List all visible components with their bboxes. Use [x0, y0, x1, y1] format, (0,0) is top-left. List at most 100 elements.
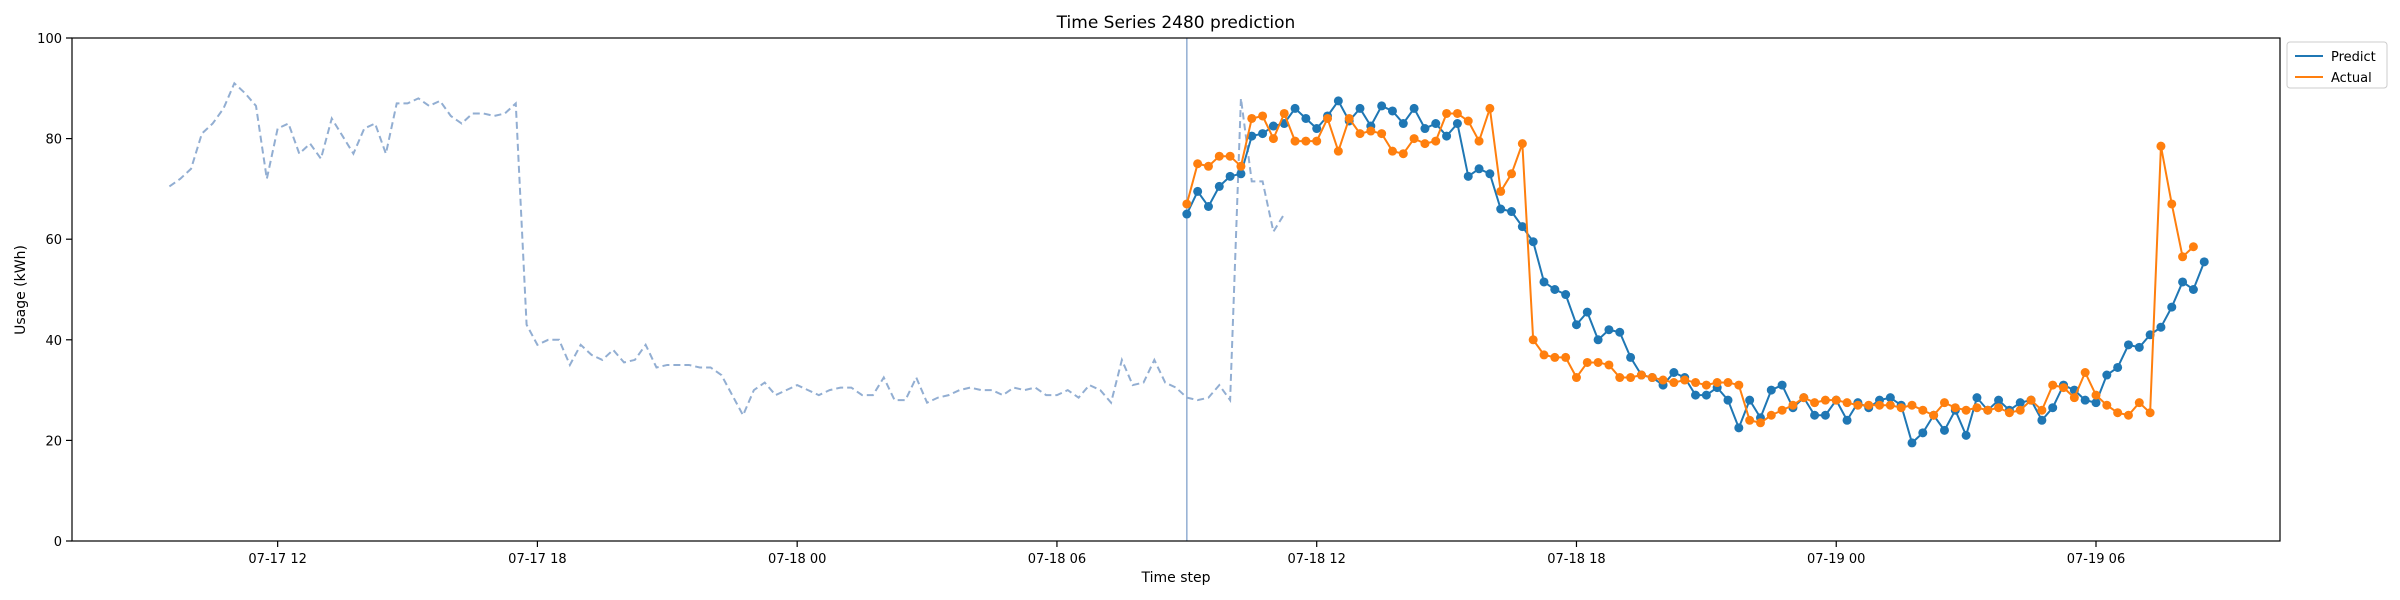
actual-data-point: [1734, 380, 1744, 390]
actual-data-point: [1842, 398, 1852, 408]
actual-data-point: [1712, 378, 1722, 388]
x-tick-label: 07-18 12: [1287, 552, 1345, 567]
actual-data-point: [1420, 139, 1430, 149]
actual-data-point: [2026, 395, 2036, 405]
actual-data-point: [1301, 136, 1311, 146]
actual-data-point: [1615, 373, 1625, 383]
predict-data-point: [1842, 415, 1852, 425]
predict-data-point: [2188, 285, 2198, 294]
actual-data-point: [1247, 113, 1257, 123]
actual-data-point: [1701, 380, 1711, 390]
actual-data-point: [1442, 108, 1452, 118]
predict-data-point: [1182, 209, 1192, 219]
actual-data-point: [1593, 357, 1603, 367]
actual-data-point: [1517, 139, 1527, 149]
predict-data-point: [1582, 307, 1592, 317]
actual-data-point: [1507, 169, 1517, 179]
actual-data-point: [2037, 405, 2047, 415]
actual-data-point: [1377, 129, 1387, 139]
predict-data-point: [2091, 398, 2101, 408]
predict-data-point: [1214, 181, 1224, 191]
predict-data-point: [1301, 113, 1311, 123]
actual-data-point: [1907, 400, 1917, 410]
actual-data-point: [2113, 408, 2123, 418]
actual-data-point: [1831, 395, 1841, 405]
predict-data-point: [2123, 340, 2133, 350]
x-tick-label: 07-18 06: [1028, 552, 1086, 567]
plot-frame: [71, 37, 2281, 542]
x-tick-label: 07-19 00: [1807, 552, 1865, 567]
predict-data-point: [1701, 390, 1711, 400]
y-tick-label: 20: [45, 434, 62, 449]
predict-data-point: [1820, 410, 1830, 420]
actual-data-point: [2069, 393, 2079, 403]
predict-data-point: [1777, 380, 1787, 390]
chart-title: Time Series 2480 prediction: [1056, 13, 1296, 33]
actual-data-point: [1409, 134, 1419, 144]
predict-data-point: [2080, 395, 2090, 405]
actual-data-point: [2015, 405, 2025, 415]
actual-data-point: [1875, 400, 1885, 410]
actual-data-point: [1961, 405, 1971, 415]
predict-data-point: [1312, 124, 1322, 134]
x-tick-label: 07-18 00: [768, 552, 826, 567]
actual-data-point: [2178, 252, 2188, 262]
axes: 0 20 40 60 80 100 07-17 12 07-17 18 07-18 00 07-1…: [37, 32, 2281, 567]
actual-data-point: [1539, 350, 1549, 360]
actual-data-point: [2091, 390, 2101, 400]
actual-data-point: [1994, 403, 2004, 413]
actual-data-point: [1290, 136, 1300, 146]
predict-data-point: [1431, 119, 1441, 129]
predict-data-point: [1550, 285, 1560, 294]
predict-data-point: [1485, 169, 1495, 179]
actual-data-point: [1939, 398, 1949, 408]
actual-data-point: [1723, 378, 1733, 388]
actual-data-point: [2059, 383, 2069, 393]
predict-data-point: [1268, 121, 1278, 131]
y-axis-label: Usage (kWh): [13, 245, 29, 335]
actual-data-point: [2145, 408, 2155, 418]
actual-data-point: [1312, 136, 1322, 146]
actual-data-point: [1528, 335, 1538, 345]
predict-data-point: [1593, 335, 1603, 345]
predict-data-point: [1236, 169, 1246, 179]
actual-data-point: [1398, 149, 1408, 159]
predict-data-point: [1528, 237, 1538, 247]
actual-data-point: [1691, 378, 1701, 388]
actual-data-point: [1918, 405, 1928, 415]
predict-data-point: [2199, 257, 2209, 267]
predict-data-point: [2102, 370, 2112, 380]
predict-data-point: [1517, 222, 1527, 232]
actual-data-point: [1323, 113, 1333, 123]
actual-series-line: [1185, 108, 2195, 424]
predict-data-point: [2167, 302, 2177, 312]
plot-area: [168, 38, 2209, 541]
predict-data-point: [2015, 398, 2025, 408]
actual-data-point: [1929, 410, 1939, 420]
predict-data-point: [1810, 410, 1820, 420]
actual-data-point: [1885, 400, 1895, 410]
actual-data-point: [1766, 410, 1776, 420]
actual-data-point: [2167, 199, 2177, 209]
actual-data-point: [1669, 378, 1679, 388]
x-tick-label: 07-17 18: [508, 552, 566, 567]
actual-data-point: [1355, 129, 1365, 139]
predict-data-point: [1247, 131, 1257, 141]
predict-data-point: [1745, 395, 1755, 405]
predict-data-point: [1258, 129, 1268, 139]
predict-data-point: [1669, 368, 1679, 377]
legend-label-actual: Actual: [2331, 71, 2372, 86]
actual-data-point: [1777, 405, 1787, 415]
actual-data-point: [1604, 360, 1614, 370]
actual-data-point: [1983, 405, 1993, 415]
predict-data-point: [1626, 352, 1636, 362]
actual-data-point: [1193, 159, 1203, 169]
x-axis-label: Time step: [1141, 570, 1211, 586]
actual-data-point: [2134, 398, 2144, 408]
actual-data-point: [2123, 410, 2133, 420]
actual-data-point: [1550, 352, 1560, 362]
predict-data-point: [1539, 277, 1549, 287]
x-tick-label: 07-19 06: [2067, 552, 2125, 567]
actual-data-point: [1799, 393, 1809, 403]
predict-data-point: [1452, 119, 1462, 129]
